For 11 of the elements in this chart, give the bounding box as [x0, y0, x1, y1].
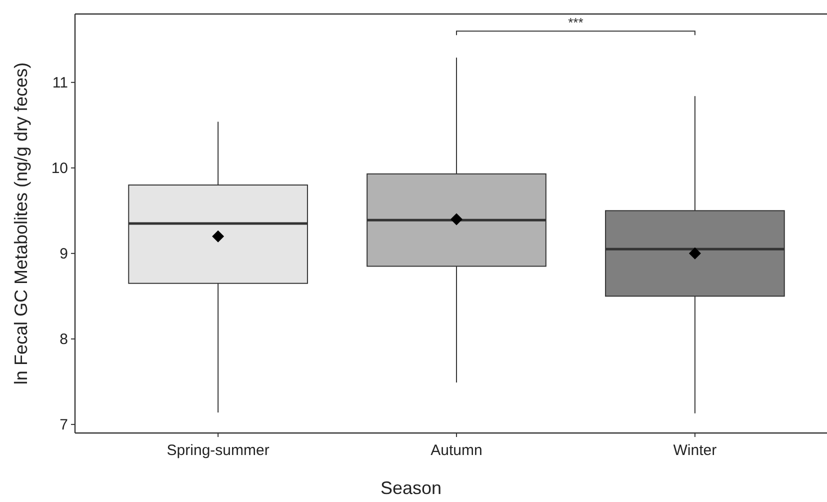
x-axis-title: Season: [380, 478, 442, 498]
x-tick-label: Winter: [673, 442, 717, 459]
y-tick-label: 8: [60, 331, 68, 348]
y-tick-label: 11: [52, 74, 68, 92]
y-tick-label: 7: [60, 416, 68, 434]
y-axis-title: ln Fecal GC Metabolites (ng/g dry feces): [11, 62, 31, 385]
x-tick-label: Autumn: [430, 442, 482, 459]
annotation: ***: [568, 15, 584, 30]
y-tick-label: 10: [51, 160, 68, 178]
x-tick-label: Spring-summer: [166, 442, 270, 459]
y-tick-label: 9: [60, 246, 68, 263]
